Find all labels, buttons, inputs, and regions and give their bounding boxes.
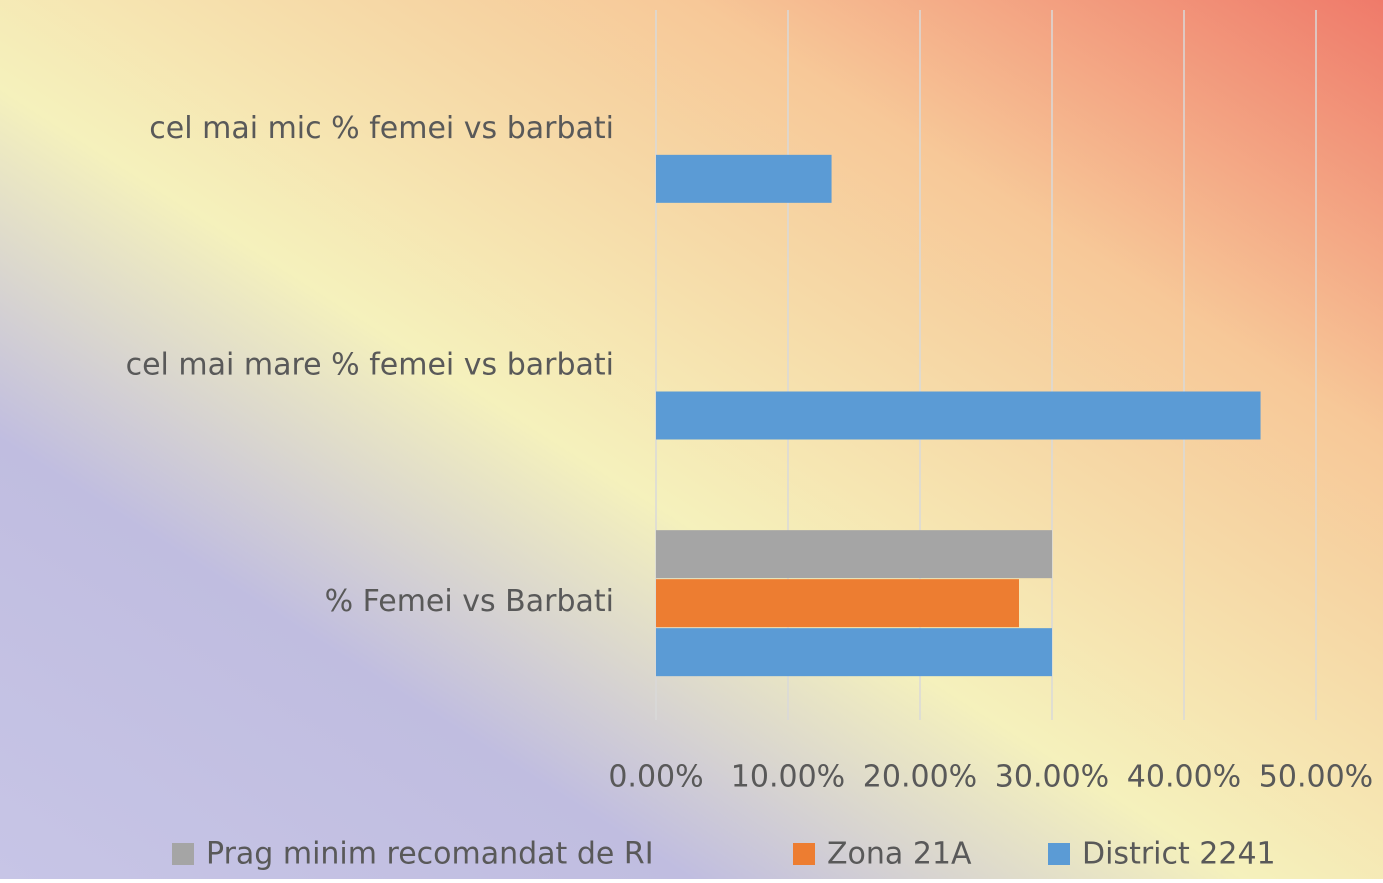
x-tick-label: 30.00% bbox=[995, 760, 1109, 795]
bar bbox=[656, 579, 1019, 627]
x-tick-label: 0.00% bbox=[608, 760, 703, 795]
bar bbox=[656, 530, 1052, 578]
bar bbox=[656, 628, 1052, 676]
bar bbox=[656, 155, 832, 203]
x-tick-label: 50.00% bbox=[1259, 760, 1373, 795]
x-tick-label: 40.00% bbox=[1127, 760, 1241, 795]
legend-label: District 2241 bbox=[1082, 837, 1276, 872]
legend-swatch bbox=[1048, 843, 1070, 865]
x-tick-label: 20.00% bbox=[863, 760, 977, 795]
legend-label: Prag minim recomandat de RI bbox=[206, 837, 654, 872]
chart: 0.00% 10.00% 20.00% 30.00% 40.00% 50.00% cel m… bbox=[0, 0, 1383, 879]
legend-swatch bbox=[793, 843, 815, 865]
y-tick-label: cel mai mic % femei vs barbati bbox=[149, 111, 614, 146]
bar bbox=[656, 392, 1261, 440]
legend-swatch bbox=[172, 843, 194, 865]
y-tick-label: % Femei vs Barbati bbox=[325, 584, 614, 619]
x-tick-label: 10.00% bbox=[731, 760, 845, 795]
legend-label: Zona 21A bbox=[827, 837, 972, 872]
y-tick-label: cel mai mare % femei vs barbati bbox=[126, 348, 614, 383]
